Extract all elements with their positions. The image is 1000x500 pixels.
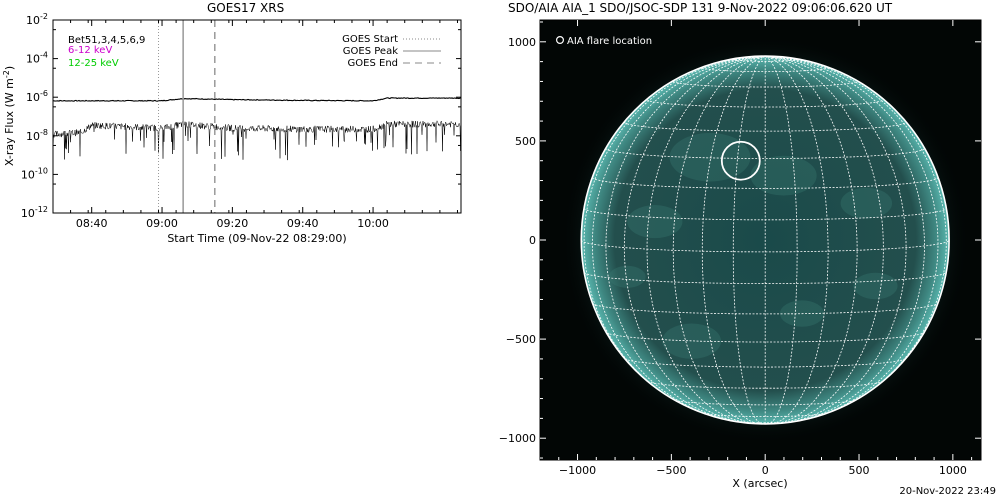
goes-title: GOES17 XRS	[207, 1, 285, 15]
goes-ytick-label: 10-12	[21, 205, 48, 220]
legend-goes-peak: GOES Peak	[343, 46, 398, 57]
goes-ytick-label: 10-2	[26, 12, 48, 27]
grid-parallel	[673, 399, 857, 406]
legend-energy-2: 12-25 keV	[68, 58, 119, 69]
goes-series-long	[53, 97, 461, 102]
aia-ytick-label: 500	[515, 135, 536, 148]
grid-meridian	[765, 56, 798, 425]
goes-ylabel: X-ray Flux (W m-2)	[2, 66, 16, 166]
grid-parallel	[623, 121, 907, 132]
grid-parallel	[735, 421, 795, 424]
goes-xtick-label: 09:20	[217, 217, 249, 230]
flare-legend-icon	[555, 35, 564, 44]
active-region	[608, 265, 646, 288]
goes-ytick-label: 10-8	[26, 128, 48, 143]
grid-parallel	[583, 208, 947, 221]
grid-meridian	[646, 56, 766, 424]
aia-xlabel: X (arcsec)	[732, 477, 787, 490]
grid-parallel	[703, 412, 827, 417]
active-region	[840, 187, 893, 219]
flare-legend-label: AIA flare location	[567, 36, 652, 47]
active-region	[662, 323, 722, 359]
grid-meridian	[605, 56, 766, 423]
aia-title: SDO/AIA AIA_1 SDO/JSOC-SDP 131 9-Nov-202…	[508, 1, 893, 15]
goes-ytick-label: 10-4	[26, 51, 48, 66]
goes-xtick-label: 10:00	[357, 217, 389, 230]
goes-xtick-label: 09:00	[146, 217, 178, 230]
goes-plot-frame	[52, 19, 462, 214]
grid-meridian	[591, 56, 766, 421]
legend-energy-0: Bet51,3,4,5,6,9	[68, 35, 145, 46]
goes-series-short	[53, 120, 461, 161]
aia-xtick-label: 1000	[939, 464, 967, 477]
grid-meridian	[623, 56, 766, 424]
active-region	[627, 205, 683, 239]
aia-xtick-label: −1000	[559, 464, 596, 477]
goes-xtick-label: 09:40	[287, 217, 319, 230]
goes-xlabel: Start Time (09-Nov-22 08:29:00)	[167, 232, 346, 245]
grid-meridian	[765, 56, 907, 424]
active-region	[750, 155, 817, 196]
legend-goes-start: GOES Start	[342, 34, 398, 45]
active-region	[853, 272, 898, 300]
grid-meridian	[765, 56, 884, 424]
aia-ytick-label: 1000	[508, 36, 536, 49]
grid-parallel	[605, 148, 925, 159]
grid-meridian	[732, 56, 766, 425]
aia-xtick-label: −500	[656, 464, 686, 477]
grid-parallel	[646, 99, 884, 108]
grid-parallel	[732, 59, 798, 62]
grid-meridian	[765, 56, 858, 424]
aia-ytick-label: 0	[529, 234, 536, 247]
grid-parallel	[624, 358, 906, 368]
grid-parallel	[672, 80, 858, 88]
aia-xtick-label: 500	[849, 464, 870, 477]
solar-limb	[580, 55, 950, 425]
goes-legend-left: Bet51,3,4,5,6,9 6-12 keV 12-25 keV	[68, 35, 145, 69]
grid-parallel	[592, 302, 939, 315]
grid-parallel	[606, 332, 925, 343]
aia-xtick-label: 0	[762, 464, 769, 477]
goes-xtick-label: 08:40	[76, 217, 108, 230]
goes-legend-right: GOES Start GOES Peak GOES End	[342, 34, 441, 69]
aia-ytick-label: −500	[506, 333, 536, 346]
aia-ytick-label: −1000	[499, 432, 536, 445]
grid-meridian	[765, 56, 925, 423]
goes-ytick-label: 10-6	[26, 89, 48, 104]
grid-meridian	[672, 56, 766, 424]
flare-location-marker	[720, 140, 761, 181]
goes-ytick-label: 10-10	[21, 166, 48, 181]
grid-parallel	[701, 67, 829, 72]
grid-parallel	[583, 272, 947, 285]
legend-goes-end: GOES End	[348, 58, 398, 69]
timestamp-footer: 20-Nov-2022 23:49	[899, 486, 996, 497]
legend-energy-1: 6-12 keV	[68, 45, 112, 56]
grid-parallel	[580, 239, 950, 253]
